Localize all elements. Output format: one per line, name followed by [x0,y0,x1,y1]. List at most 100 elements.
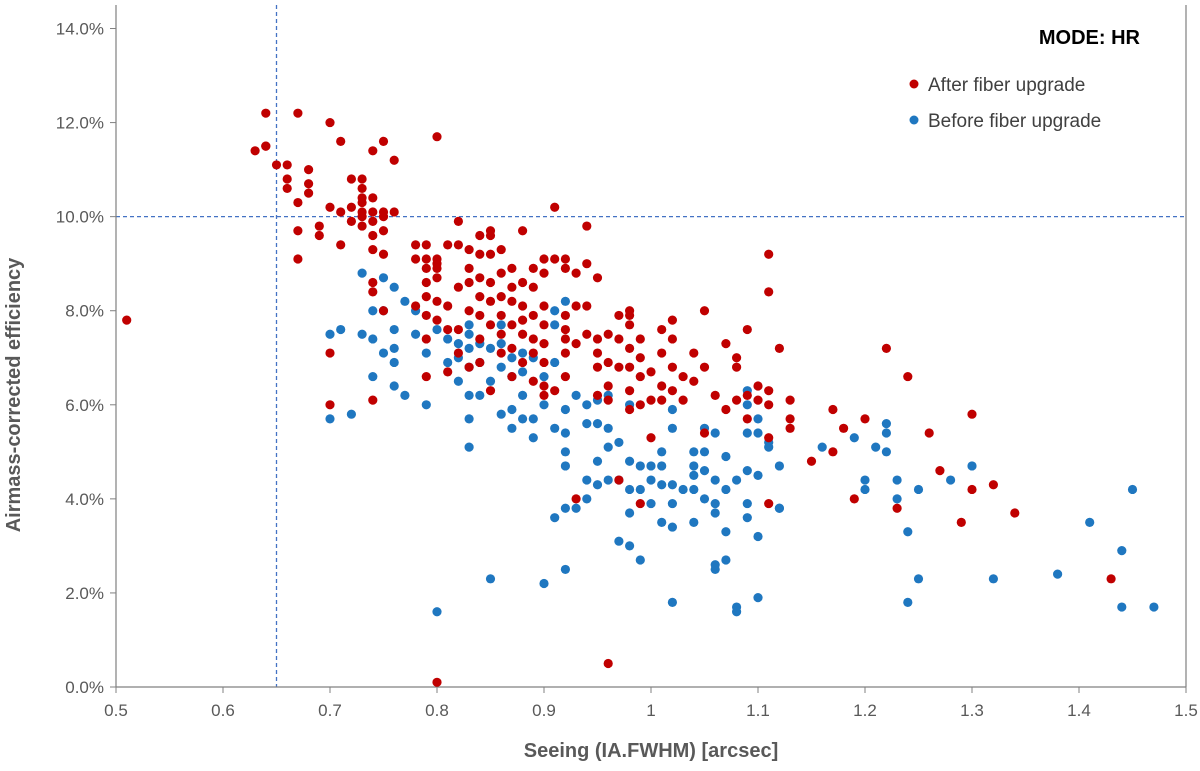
point-after-upgrade [560,348,571,358]
point-after-upgrade [496,292,506,302]
point-after-upgrade [475,230,485,241]
point-before-upgrade [464,414,474,424]
point-after-upgrade [753,395,763,405]
point-before-upgrade [464,320,474,330]
point-after-upgrade [443,240,453,250]
mode-annotation: MODE: HR [1039,27,1141,49]
point-before-upgrade [742,498,752,509]
point-after-upgrade [614,362,624,372]
point-after-upgrade [903,371,913,382]
point-after-upgrade [550,202,560,212]
point-before-upgrade [528,414,538,424]
point-after-upgrade [635,498,645,509]
x-axis-ticks: 0.5 0.6 0.7 0.8 0.9 1 1.1 1.2 1.3 1.4 1.5 [104,687,1198,720]
point-after-upgrade [667,315,678,325]
point-after-upgrade [689,348,699,358]
point-after-upgrade [560,263,571,273]
point-before-upgrade [485,343,496,353]
point-before-upgrade [421,400,431,410]
point-after-upgrade [378,226,389,236]
point-after-upgrade [325,400,335,410]
point-after-upgrade [378,249,389,259]
point-before-upgrade [849,433,859,443]
point-after-upgrade [764,498,774,509]
point-before-upgrade [389,343,399,353]
point-before-upgrade [346,409,356,419]
point-after-upgrade [507,320,517,330]
point-before-upgrade [635,555,645,565]
point-after-upgrade [860,414,870,424]
point-before-upgrade [582,475,592,485]
point-after-upgrade [678,371,688,382]
point-after-upgrade [507,343,517,353]
point-after-upgrade [892,503,902,513]
point-before-upgrade [560,503,571,513]
point-after-upgrade [357,193,367,203]
point-after-upgrade [250,146,260,156]
point-after-upgrade [625,362,635,372]
point-before-upgrade [496,362,506,372]
point-before-upgrade [550,306,560,316]
point-after-upgrade [571,494,581,504]
point-before-upgrade [774,503,785,513]
x-tick-label: 1.5 [1174,701,1198,720]
point-after-upgrade [528,282,538,292]
point-after-upgrade [603,395,613,405]
point-after-upgrade [646,395,656,405]
point-after-upgrade [389,207,399,217]
point-before-upgrade [892,494,902,504]
point-after-upgrade [475,357,485,368]
point-after-upgrade [475,273,485,283]
point-after-upgrade [464,306,474,316]
point-before-upgrade [646,461,656,471]
point-before-upgrade [699,447,710,457]
point-after-upgrade [592,348,603,358]
point-after-upgrade [657,348,667,358]
x-tick-label: 0.5 [104,701,128,720]
point-after-upgrade [710,390,720,400]
point-before-upgrade [464,343,474,353]
point-after-upgrade [657,324,667,335]
point-after-upgrade [539,268,549,278]
point-before-upgrade [1117,602,1127,612]
point-after-upgrade [432,254,442,264]
x-tick-label: 1.3 [960,701,984,720]
point-after-upgrade [464,263,474,273]
point-after-upgrade [625,386,635,396]
point-after-upgrade [956,517,966,527]
x-tick-label: 0.6 [211,701,235,720]
point-after-upgrade [443,367,453,377]
point-before-upgrade [1127,484,1138,495]
point-before-upgrade [625,541,635,551]
y-tick-label: 12.0% [56,114,104,133]
point-after-upgrade [368,244,378,255]
point-after-upgrade [935,466,945,476]
point-before-upgrade [560,296,571,306]
point-before-upgrade [657,461,667,471]
point-before-upgrade [881,419,892,429]
point-before-upgrade [667,480,678,490]
point-before-upgrade [518,348,528,358]
point-after-upgrade [368,287,378,297]
point-before-upgrade [946,475,956,485]
point-after-upgrade [582,329,592,339]
point-before-upgrade [571,503,581,513]
y-axis-ticks: 0.0% 2.0% 4.0% 6.0% 8.0% 10.0% 12.0% 14.0% [56,20,116,697]
point-after-upgrade [721,404,731,415]
point-after-upgrade [346,216,356,226]
point-after-upgrade [336,240,346,250]
point-after-upgrade [432,677,442,687]
point-before-upgrade [753,470,763,480]
point-after-upgrade [421,254,431,264]
point-after-upgrade [411,301,421,311]
point-after-upgrade [753,381,763,391]
point-after-upgrade [614,310,624,321]
point-after-upgrade [667,334,678,344]
point-after-upgrade [475,249,485,259]
point-before-upgrade [325,329,335,339]
point-after-upgrade [560,371,571,382]
point-before-upgrade [582,494,592,504]
point-after-upgrade [625,306,635,316]
point-after-upgrade [357,207,367,217]
point-after-upgrade [614,475,624,485]
